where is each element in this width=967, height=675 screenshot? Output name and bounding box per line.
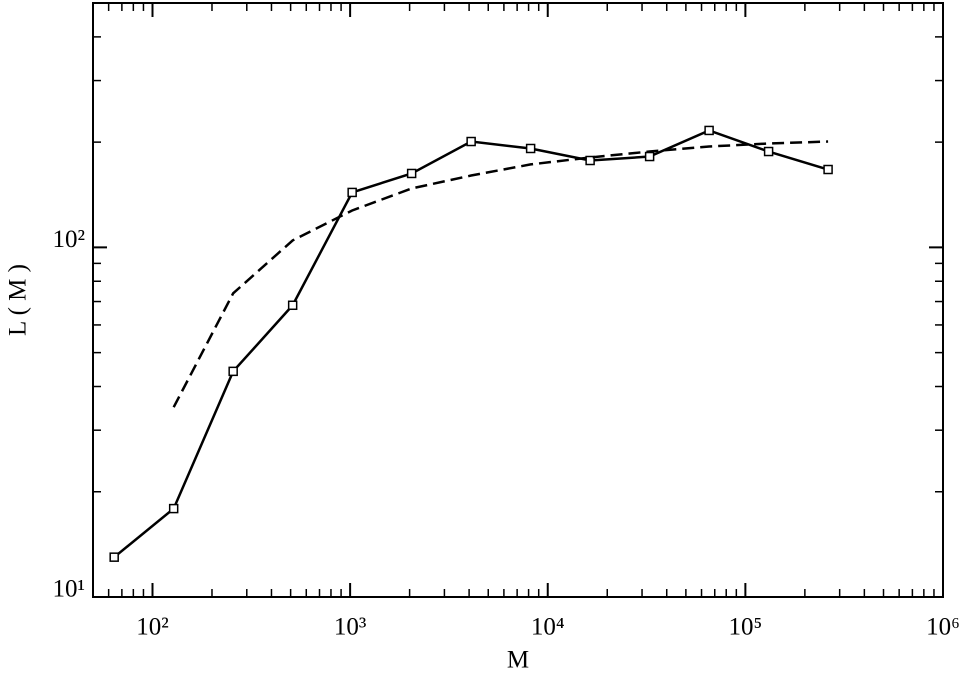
- y-tick-label: 10²: [53, 226, 86, 253]
- data-marker: [406, 168, 417, 179]
- data-marker: [823, 164, 833, 175]
- x-tick-label: 10²: [136, 614, 169, 641]
- plot-frame: [92, 2, 944, 598]
- y-axis-title: L ( M ): [5, 264, 32, 336]
- x-tick-label: 10³: [334, 614, 367, 641]
- data-line: [172, 140, 829, 408]
- data-marker: [228, 366, 238, 377]
- data-marker: [347, 187, 357, 198]
- data-marker: [704, 125, 714, 136]
- data-marker: [466, 136, 476, 147]
- x-tick-label: 10⁶: [926, 614, 960, 641]
- x-tick-label: 10⁵: [729, 614, 763, 641]
- data-marker: [168, 503, 179, 514]
- data-marker: [644, 151, 655, 162]
- x-axis-title: M: [507, 647, 529, 674]
- data-marker: [763, 146, 774, 157]
- data-marker: [287, 300, 298, 311]
- y-tick-label: 10¹: [53, 576, 86, 603]
- data-marker: [525, 143, 536, 154]
- x-tick-label: 10⁴: [531, 614, 565, 641]
- data-line: [113, 129, 829, 559]
- data-marker: [585, 155, 595, 166]
- data-marker: [109, 552, 119, 562]
